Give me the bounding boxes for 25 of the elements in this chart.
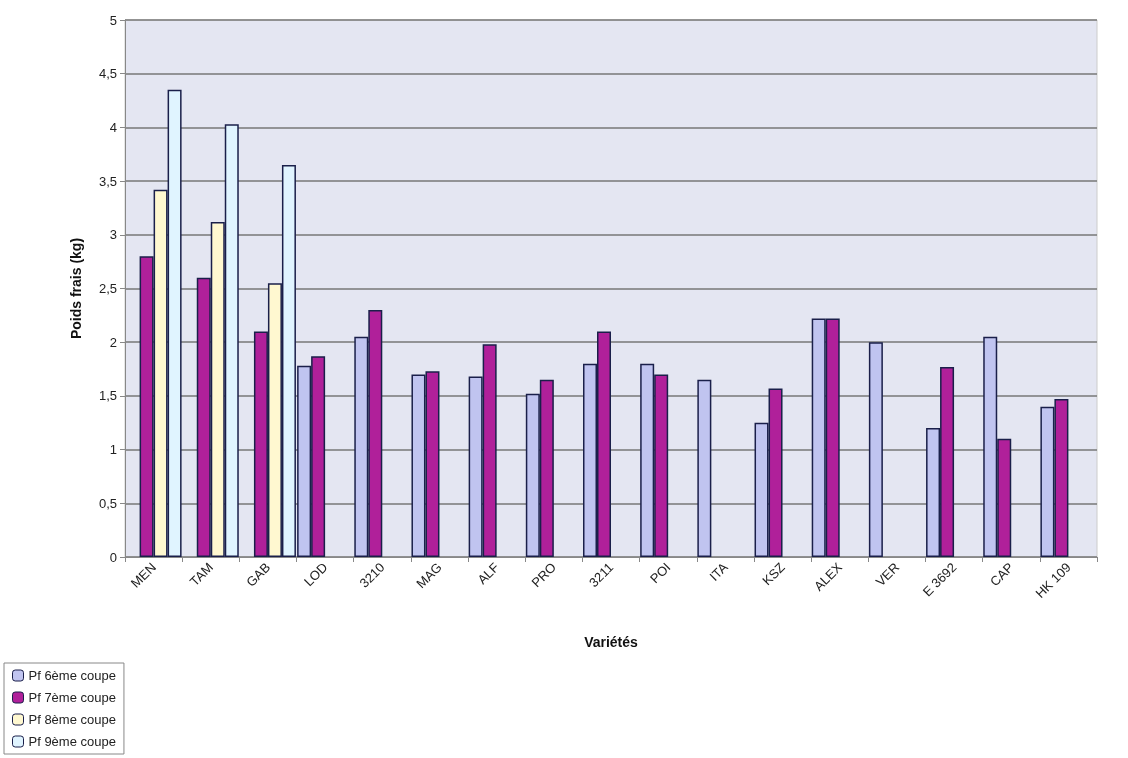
- legend-label: Pf 8ème coupe: [28, 712, 116, 727]
- y-tick-label: 1,5: [98, 388, 117, 404]
- y-tick-label: 4: [109, 119, 117, 135]
- x-tick-label: POI: [647, 559, 674, 587]
- x-axis-title: Variétés: [584, 634, 639, 650]
- y-tick-label: 0: [109, 549, 117, 565]
- y-tick-label: 5: [109, 12, 117, 28]
- x-tick-label: HK 109: [1032, 559, 1074, 601]
- y-tick-label: 3,5: [98, 173, 117, 189]
- x-tick-label: LOD: [300, 559, 331, 590]
- legend-label: Pf 7ème coupe: [28, 690, 116, 705]
- y-axis-title: Poids frais (kg): [68, 237, 84, 340]
- bar: [868, 342, 883, 557]
- y-tick-label: 0,5: [98, 495, 117, 511]
- legend-label: Pf 9ème coupe: [28, 734, 116, 749]
- legend-label: Pf 6ème coupe: [28, 668, 116, 683]
- y-tick-label: 2,5: [98, 281, 117, 296]
- x-tick-label: ITA: [706, 559, 731, 584]
- x-tick-label: CAP: [987, 559, 1017, 590]
- y-tick-label: 3: [109, 227, 117, 243]
- y-tick-label: 4,5: [98, 66, 117, 82]
- x-tick-label: VER: [872, 559, 903, 590]
- y-tick-label: 2: [109, 334, 117, 350]
- y-tick-label: 1: [109, 442, 117, 458]
- bar: [697, 379, 712, 557]
